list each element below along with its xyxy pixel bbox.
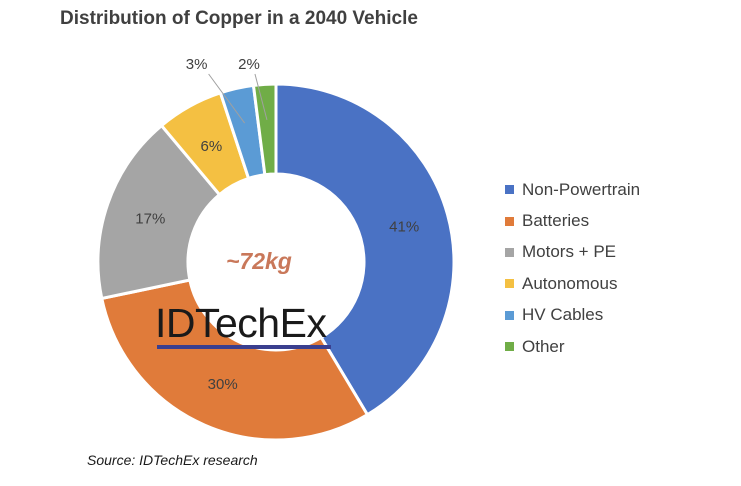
slice-value-label: 2% (238, 56, 260, 73)
slice-value-label: 30% (208, 376, 238, 393)
legend-swatch (505, 247, 514, 257)
chart-legend: Non-Powertrain Batteries Motors + PE Autono… (505, 174, 640, 362)
slice-batteries (99, 278, 370, 442)
slice-value-label: 17% (135, 210, 165, 227)
legend-item: Other (505, 331, 640, 362)
legend-label: Batteries (522, 211, 590, 231)
legend-item: Non-Powertrain (505, 174, 640, 205)
legend-swatch (505, 310, 514, 320)
watermark-underline (157, 345, 331, 349)
legend-item: Motors + PE (505, 237, 640, 268)
chart-title: Distribution of Copper in a 2040 Vehicle (60, 8, 418, 29)
legend-swatch (505, 342, 514, 352)
slice-value-label: 41% (389, 219, 419, 236)
source-note: Source: IDTechEx research (87, 452, 258, 468)
slice-value-label: 6% (200, 138, 222, 155)
legend-label: Non-Powertrain (522, 179, 641, 199)
leader-line (208, 73, 246, 124)
legend-label: HV Cables (522, 305, 604, 325)
legend-label: Other (522, 336, 565, 356)
center-total-label: ~72kg (226, 248, 292, 274)
legend-item: Autonomous (505, 268, 640, 299)
legend-label: Autonomous (522, 273, 618, 293)
slice-value-label: 3% (186, 56, 208, 73)
leader-line (254, 73, 268, 121)
legend-item: HV Cables (505, 300, 640, 331)
slice-other (251, 82, 278, 177)
slice-motors-pe (96, 123, 222, 301)
legend-label: Motors + PE (522, 242, 617, 262)
legend-swatch (505, 185, 514, 195)
legend-swatch (505, 216, 514, 226)
legend-item: Batteries (505, 205, 640, 236)
slice-non-powertrain (274, 82, 456, 417)
legend-swatch (505, 279, 514, 289)
idtechex-watermark: IDTechEx (155, 300, 327, 346)
